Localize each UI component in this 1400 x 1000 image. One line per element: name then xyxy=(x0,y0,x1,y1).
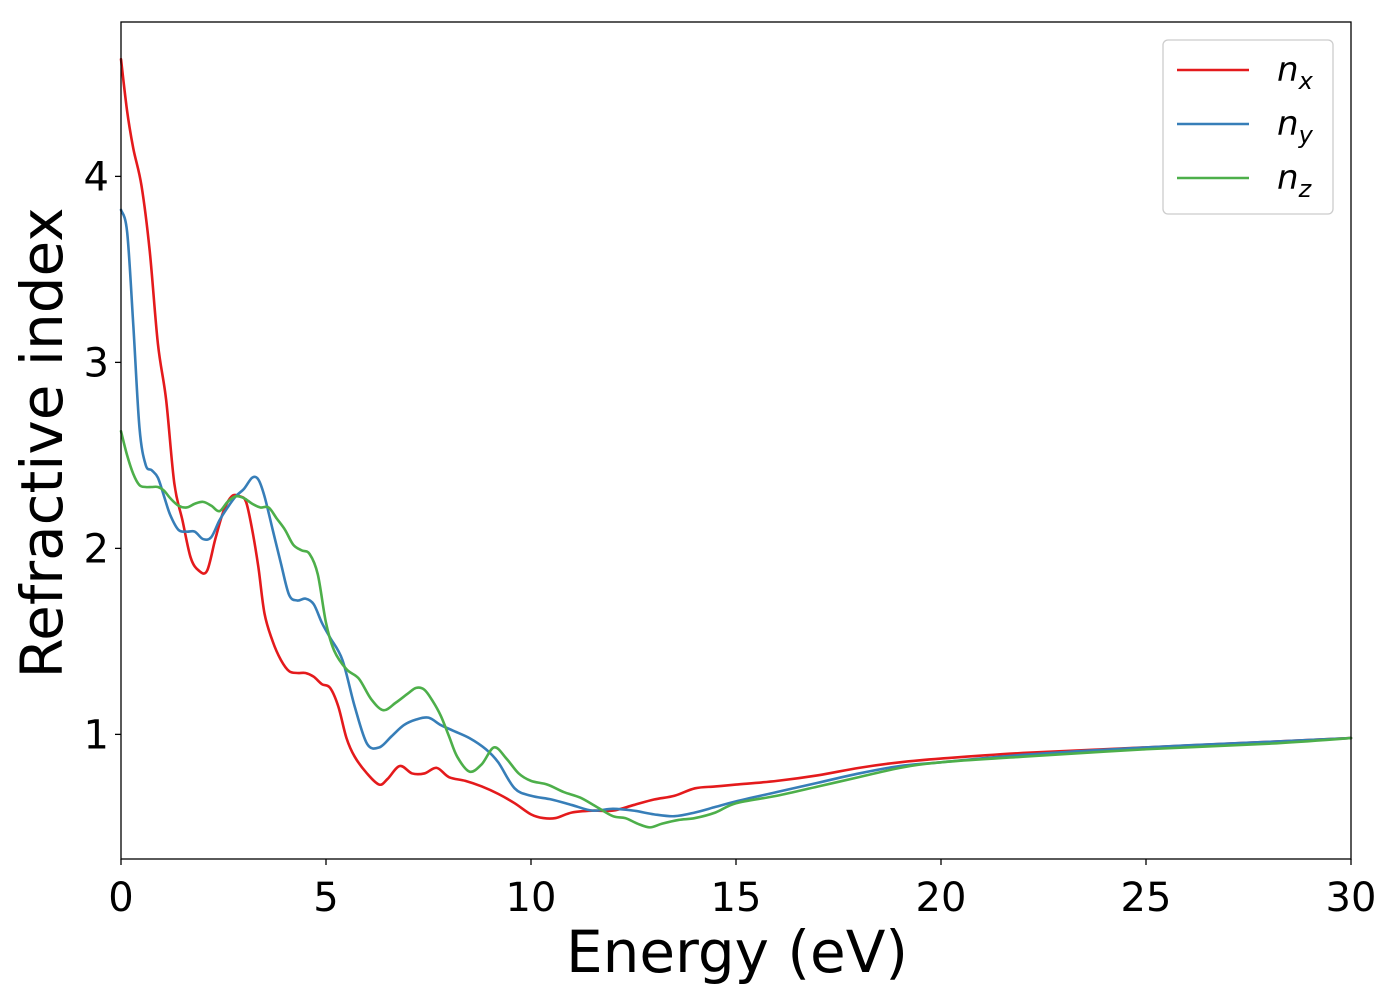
series-layer xyxy=(119,57,1353,829)
y-axis-ticks: 1 2 3 4 xyxy=(84,154,121,758)
legend: nx ny nz xyxy=(1162,39,1334,215)
y-tick-label: 1 xyxy=(84,712,109,758)
legend-label-nx: nx xyxy=(1277,50,1314,95)
legend-label-ny: ny xyxy=(1277,104,1314,149)
x-tick-label: 20 xyxy=(916,875,967,921)
x-tick-label: 25 xyxy=(1121,875,1172,921)
plot-area xyxy=(121,22,1351,859)
x-tick-label: 30 xyxy=(1326,875,1377,921)
x-tick-label: 5 xyxy=(313,875,338,921)
series-line-nz xyxy=(119,429,1353,829)
x-tick-label: 10 xyxy=(506,875,557,921)
x-tick-label: 0 xyxy=(108,875,133,921)
series-line-ny xyxy=(119,208,1353,818)
y-tick-label: 2 xyxy=(84,526,109,572)
x-axis-ticks: 0 5 10 15 20 25 30 xyxy=(108,859,1376,921)
legend-label-nz: nz xyxy=(1277,158,1313,203)
x-axis-label: Energy (eV) xyxy=(566,918,908,986)
y-axis-label: Refractive index xyxy=(8,207,76,678)
y-tick-label: 4 xyxy=(84,154,109,200)
series-line-nx xyxy=(119,57,1353,820)
x-tick-label: 15 xyxy=(711,875,762,921)
legend-box xyxy=(1162,39,1334,215)
y-tick-label: 3 xyxy=(84,340,109,386)
